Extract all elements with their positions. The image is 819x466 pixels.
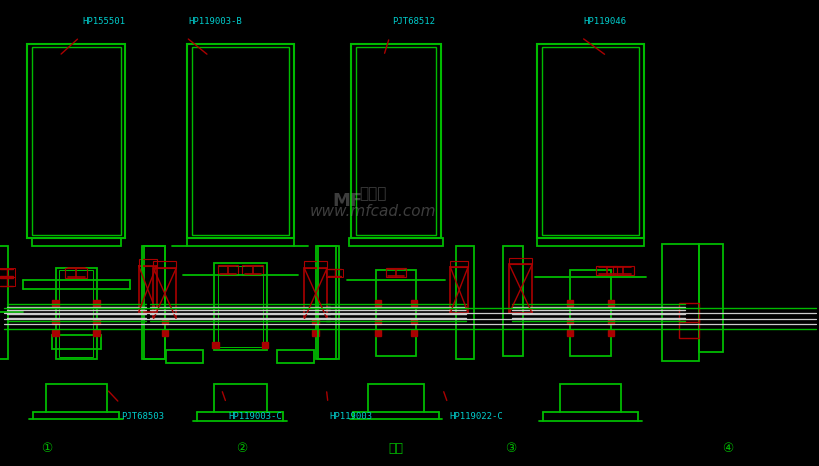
Bar xyxy=(661,244,698,361)
Bar xyxy=(566,319,572,324)
Bar xyxy=(607,330,613,336)
Bar xyxy=(318,246,336,359)
Bar xyxy=(376,270,415,356)
Text: HP119022-C: HP119022-C xyxy=(449,412,503,421)
Bar xyxy=(509,258,532,265)
Bar xyxy=(153,261,176,268)
Bar xyxy=(93,319,100,324)
Bar xyxy=(304,261,327,268)
Bar xyxy=(678,303,698,322)
Bar xyxy=(166,350,203,363)
Bar xyxy=(59,270,93,357)
Bar xyxy=(52,330,59,336)
Bar xyxy=(349,238,442,246)
Bar xyxy=(368,384,423,412)
Bar xyxy=(187,238,293,246)
Text: ②: ② xyxy=(236,442,247,455)
Text: 室外: 室外 xyxy=(388,442,403,455)
Bar xyxy=(161,319,168,324)
Bar xyxy=(138,259,156,266)
Bar xyxy=(56,268,97,359)
Bar xyxy=(410,330,417,336)
Bar xyxy=(277,350,314,363)
Text: ③: ③ xyxy=(505,442,516,455)
Bar xyxy=(325,269,343,276)
Bar xyxy=(93,300,100,306)
Bar xyxy=(509,264,532,313)
Bar xyxy=(153,268,176,319)
Bar xyxy=(410,300,417,306)
Bar xyxy=(52,335,101,349)
Bar xyxy=(46,384,106,412)
Bar xyxy=(678,319,698,338)
Bar xyxy=(607,300,613,306)
Bar xyxy=(502,246,523,356)
Bar xyxy=(385,268,406,277)
Bar xyxy=(242,265,263,275)
Bar xyxy=(536,44,643,238)
Bar xyxy=(66,267,87,278)
Bar xyxy=(374,330,381,336)
Bar xyxy=(450,267,468,313)
Bar xyxy=(212,342,219,348)
Text: HP119003: HP119003 xyxy=(329,412,372,421)
Bar xyxy=(93,330,100,336)
Text: HP119003-B: HP119003-B xyxy=(188,17,242,26)
Text: PJT68503: PJT68503 xyxy=(121,412,164,421)
Bar xyxy=(144,246,165,359)
Bar xyxy=(138,266,156,312)
Bar xyxy=(541,47,638,235)
Bar xyxy=(569,270,610,356)
Bar xyxy=(0,268,16,277)
Bar xyxy=(374,300,381,306)
Bar xyxy=(351,44,441,238)
Bar xyxy=(0,246,8,359)
Bar xyxy=(595,266,617,275)
Bar xyxy=(261,342,268,348)
Bar xyxy=(32,238,120,246)
Bar xyxy=(217,266,262,347)
Bar xyxy=(559,384,621,412)
Bar xyxy=(192,47,288,235)
Bar xyxy=(304,268,327,319)
Text: HP155501: HP155501 xyxy=(82,17,124,26)
Bar xyxy=(32,47,120,235)
Bar xyxy=(374,319,381,324)
Bar xyxy=(217,265,238,275)
Bar xyxy=(612,266,633,275)
Bar xyxy=(52,300,59,306)
Bar xyxy=(536,238,643,246)
Text: PJT68512: PJT68512 xyxy=(391,17,434,26)
Bar xyxy=(410,319,417,324)
Text: ④: ④ xyxy=(722,442,733,455)
Bar xyxy=(52,319,59,324)
Bar xyxy=(161,330,168,336)
Bar xyxy=(213,263,266,350)
Bar xyxy=(315,246,338,359)
Bar xyxy=(213,384,266,412)
Text: ①: ① xyxy=(41,442,52,455)
Bar xyxy=(607,319,613,324)
Text: MF: MF xyxy=(333,192,362,210)
Bar xyxy=(27,44,125,238)
Bar xyxy=(187,44,293,238)
Bar xyxy=(0,277,16,287)
Bar xyxy=(566,330,572,336)
Text: HP119046: HP119046 xyxy=(583,17,626,26)
Bar xyxy=(142,246,165,359)
Text: 沐风网
www.mfcad.com: 沐风网 www.mfcad.com xyxy=(310,186,436,219)
Text: HP119003-C: HP119003-C xyxy=(228,412,282,421)
Bar xyxy=(312,319,319,324)
Bar xyxy=(698,244,722,352)
Bar xyxy=(566,300,572,306)
Bar xyxy=(450,261,468,267)
Bar xyxy=(355,47,436,235)
Bar xyxy=(312,330,319,336)
Bar xyxy=(455,246,473,359)
